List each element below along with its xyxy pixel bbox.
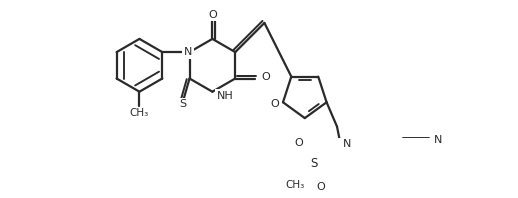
Text: O: O [316,182,325,192]
Text: NH: NH [217,91,233,101]
Text: O: O [294,138,303,148]
Text: CH₃: CH₃ [130,108,149,118]
Text: O: O [271,99,280,109]
Text: S: S [179,99,186,109]
Text: N: N [342,139,351,149]
Text: O: O [261,72,270,82]
Text: CH₃: CH₃ [285,180,304,190]
Text: N: N [184,47,192,57]
Text: O: O [208,10,217,20]
Text: S: S [310,157,318,170]
Text: N: N [434,135,443,146]
